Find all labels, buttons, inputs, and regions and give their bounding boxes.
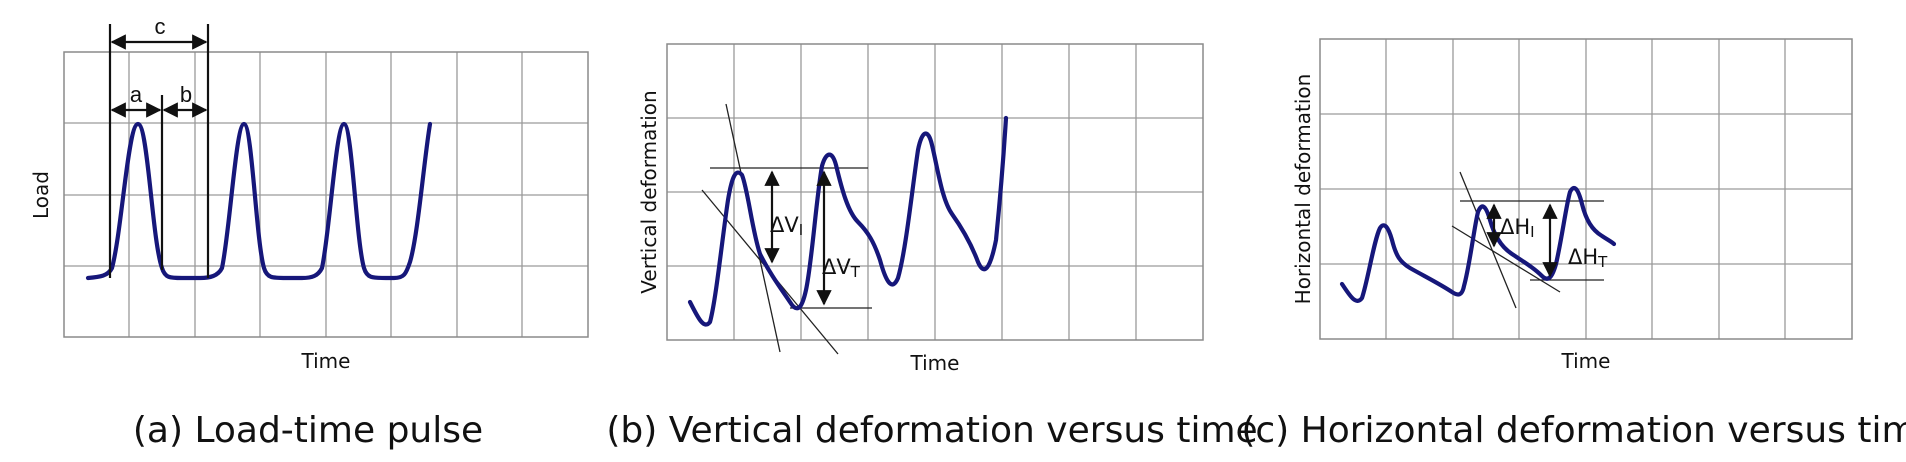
panel-a-label-b: b	[180, 82, 192, 107]
panel-c-caption: (c) Horizontal deformation versus time	[1241, 410, 1906, 451]
panel-b-label-dv-t: ΔVT	[822, 255, 861, 281]
panel-c-xlabel: Time	[1561, 349, 1611, 373]
panel-b-caption: (b) Vertical deformation versus time	[606, 410, 1257, 451]
panel-c-ylabel: Horizontal deformation	[1291, 74, 1315, 305]
panel-a-label-c: c	[155, 14, 166, 39]
panel-c-frame	[1319, 38, 1853, 340]
panel-a-label-a: a	[130, 82, 143, 107]
panel-c-tangent-steep	[1459, 171, 1517, 309]
panel-b-grid	[667, 44, 1203, 340]
panel-a-ylabel: Load	[29, 171, 53, 219]
panel-a-frame	[63, 51, 589, 338]
panel-b: ΔVI ΔVT Time Vertical deformation (b) Ve…	[606, 43, 1258, 451]
panel-b-xlabel: Time	[910, 351, 960, 375]
panel-b-label-dv-i: ΔVI	[770, 213, 803, 239]
panel-c-label-dh-i: ΔHI	[1500, 215, 1535, 241]
panel-a-load-curve	[85, 121, 433, 281]
panel-a-xlabel: Time	[301, 349, 351, 373]
panel-b-ylabel: Vertical deformation	[637, 90, 661, 293]
panel-c-grid	[1320, 39, 1852, 339]
panel-b-frame	[666, 43, 1204, 341]
panel-a-grid	[64, 52, 588, 337]
panel-a: c a b Time Load (a) Load-time pulse	[29, 14, 589, 451]
panel-c-label-dh-t: ΔHT	[1568, 245, 1608, 271]
panel-c-deformation-curve	[1339, 185, 1617, 303]
panel-a-caption: (a) Load-time pulse	[133, 410, 483, 451]
panel-c: ΔHI ΔHT Time Horizontal deformation (c) …	[1241, 38, 1906, 451]
panel-c-tangent-shallow	[1451, 225, 1561, 293]
panel-b-deformation-curve	[687, 115, 1009, 327]
